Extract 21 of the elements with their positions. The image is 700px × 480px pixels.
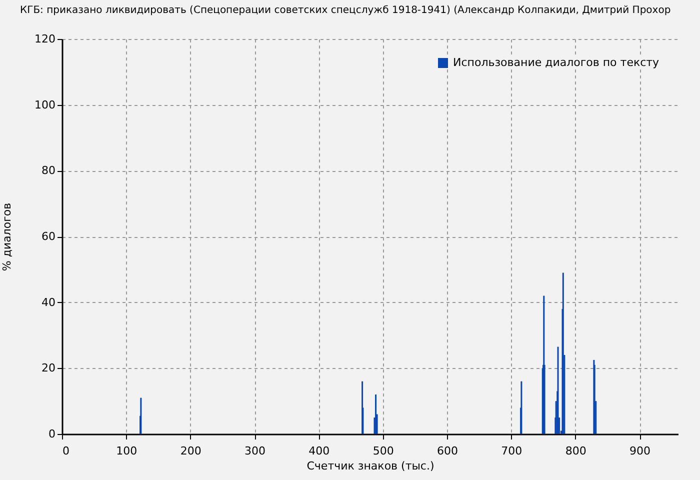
x-tick-label: 700	[501, 444, 522, 458]
y-tick-label: 0	[48, 428, 56, 440]
x-tick-label: 300	[244, 444, 266, 458]
x-tick-label: 800	[565, 444, 586, 458]
y-tick-label: 40	[42, 296, 56, 309]
x-tick-label: 500	[372, 444, 394, 458]
y-tick-label: 20	[42, 362, 56, 375]
x-tick-label: 600	[437, 444, 458, 458]
legend-label: Использование диалогов по тексту	[453, 56, 660, 69]
y-tick-label: 60	[42, 230, 56, 243]
y-tick-label: 120	[34, 32, 56, 46]
x-tick-label: 200	[180, 444, 202, 458]
chart-title: КГБ: приказано ликвидировать (Спецоперации советских спецслужб 1918-1941) (Александр Колпакиди, Дмитрий Прохор	[20, 5, 671, 16]
y-tick-label: 80	[42, 164, 56, 178]
x-tick-label: 100	[116, 444, 138, 458]
x-tick-label: 0	[62, 444, 70, 458]
y-axis-title: % диалогов	[0, 202, 14, 272]
x-tick-label: 900	[630, 444, 650, 458]
x-axis-title: Счетчик знаков (тыс.)	[306, 460, 434, 472]
y-tick-label: 100	[34, 98, 56, 112]
x-tick-label: 400	[308, 444, 330, 458]
